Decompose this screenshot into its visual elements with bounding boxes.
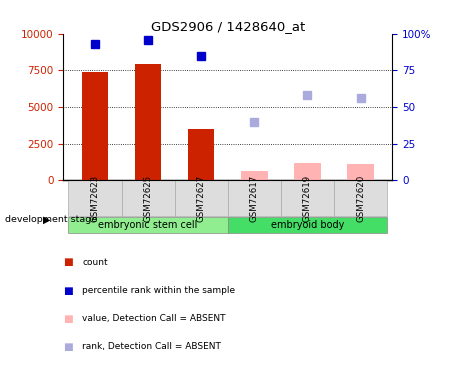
Text: development stage: development stage bbox=[5, 215, 97, 224]
Text: value, Detection Call = ABSENT: value, Detection Call = ABSENT bbox=[82, 314, 226, 323]
Text: GSM72617: GSM72617 bbox=[250, 174, 259, 222]
Bar bbox=[188, 129, 215, 180]
Text: ■: ■ bbox=[63, 342, 73, 352]
Bar bbox=[334, 180, 387, 216]
Text: embryoid body: embryoid body bbox=[271, 220, 344, 230]
Bar bbox=[135, 64, 161, 180]
Text: GSM72620: GSM72620 bbox=[356, 174, 365, 222]
Text: GSM72623: GSM72623 bbox=[91, 174, 100, 222]
Text: GSM72627: GSM72627 bbox=[197, 174, 206, 222]
Bar bbox=[228, 217, 387, 232]
Bar bbox=[69, 180, 122, 216]
Text: ▶: ▶ bbox=[43, 214, 51, 224]
Text: percentile rank within the sample: percentile rank within the sample bbox=[82, 286, 235, 295]
Text: rank, Detection Call = ABSENT: rank, Detection Call = ABSENT bbox=[82, 342, 221, 351]
Title: GDS2906 / 1428640_at: GDS2906 / 1428640_at bbox=[151, 20, 305, 33]
Bar bbox=[281, 180, 334, 216]
Text: GSM72619: GSM72619 bbox=[303, 174, 312, 222]
Text: GSM72625: GSM72625 bbox=[143, 174, 152, 222]
Text: ■: ■ bbox=[63, 314, 73, 324]
Text: count: count bbox=[82, 258, 108, 267]
Bar bbox=[294, 163, 321, 180]
Bar bbox=[69, 217, 228, 232]
Text: embryonic stem cell: embryonic stem cell bbox=[98, 220, 198, 230]
Bar bbox=[241, 171, 267, 180]
Bar bbox=[175, 180, 228, 216]
Text: ■: ■ bbox=[63, 258, 73, 267]
Text: ■: ■ bbox=[63, 286, 73, 296]
Bar bbox=[228, 180, 281, 216]
Bar bbox=[347, 164, 374, 180]
Bar bbox=[82, 72, 108, 180]
Bar bbox=[122, 180, 175, 216]
